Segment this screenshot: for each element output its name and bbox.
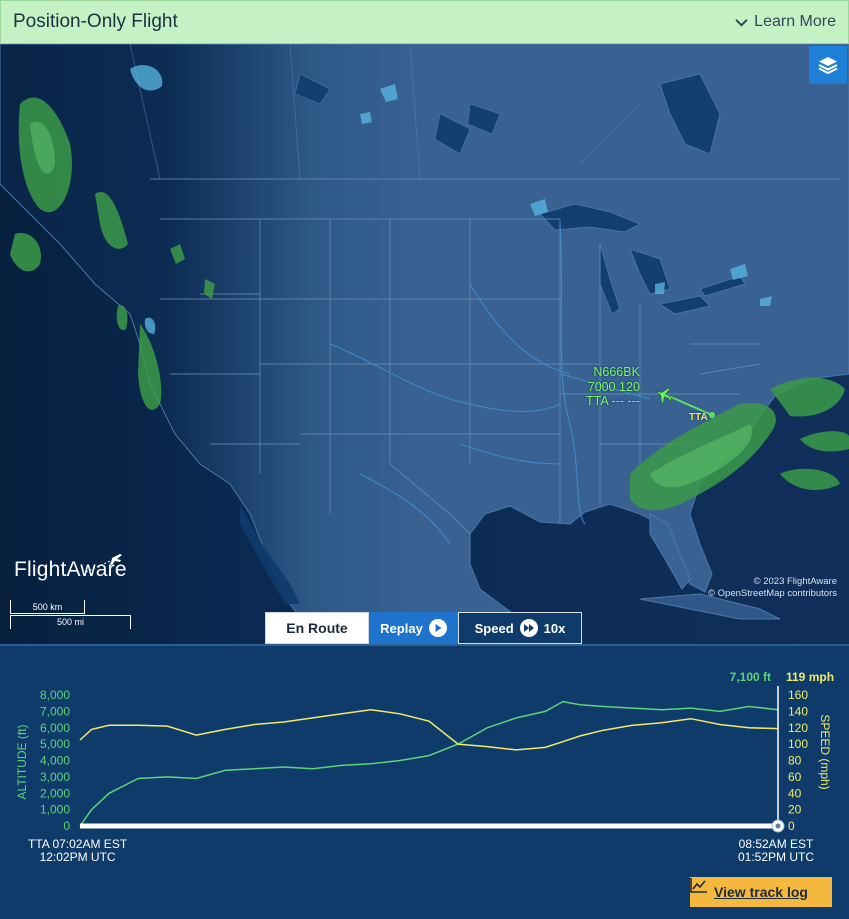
flight-altitude-speed: 7000 120: [587, 379, 640, 394]
scale-km: 500 km: [10, 600, 85, 614]
learn-more-link[interactable]: Learn More: [735, 13, 836, 31]
airport-label: TTA: [689, 412, 708, 423]
speed-axis-label: SPEED (mph): [818, 714, 832, 789]
start-time: TTA 07:02AM EST 12:02PM UTC: [28, 838, 127, 864]
speed-tick-label: 20: [788, 803, 802, 817]
speed-tick-label: 40: [788, 786, 802, 800]
chart-line-icon: [690, 878, 707, 893]
flightaware-logo-icon: [85, 554, 122, 573]
altitude-tick-label: 1,000: [40, 803, 70, 817]
play-icon: [428, 619, 447, 637]
altitude-tick-label: 4,000: [40, 754, 70, 768]
state-borders: [150, 178, 840, 535]
end-time-local: 08:52AM EST: [738, 837, 814, 851]
altitude-tick-label: 5,000: [40, 737, 70, 751]
rivers: [329, 223, 651, 545]
speed-series-line: [79, 708, 779, 751]
aircraft-icon: [655, 387, 675, 404]
end-time: 08:52AM EST 01:52PM UTC: [738, 838, 814, 864]
en-route-button[interactable]: En Route: [265, 612, 369, 644]
playback-controls: En Route Replay Speed 10x: [265, 612, 582, 644]
layers-icon: [818, 57, 838, 75]
flight-route: TTA --- ---: [586, 394, 640, 408]
speed-tick-label: 140: [788, 704, 808, 718]
replay-button[interactable]: Replay: [369, 612, 458, 644]
flight-header: Position-Only Flight Learn More: [0, 0, 849, 44]
map-canvas: [0, 44, 849, 644]
track-log-label: View track log: [714, 884, 808, 900]
current-speed: 119 mph: [786, 670, 834, 684]
speed-tick-label: 0: [788, 819, 795, 833]
view-track-log-button[interactable]: View track log: [690, 877, 832, 907]
map-scale: 500 km 500 mi: [10, 600, 140, 632]
altitude-speed-chart: ALTITUDE (ft) SPEED (mph) 7,100 ft 119 m…: [0, 644, 849, 919]
end-time-utc: 01:52PM UTC: [738, 850, 815, 864]
airport-marker: [709, 412, 715, 418]
altitude-tick-label: 0: [63, 819, 70, 833]
speed-tick-label: 60: [788, 770, 802, 784]
start-time-utc: 12:02PM UTC: [39, 850, 116, 864]
speed-tick-label: 120: [788, 721, 808, 735]
start-time-local: TTA 07:02AM EST: [28, 837, 128, 851]
flightaware-logo: FlightAware: [14, 558, 127, 581]
replay-label: Replay: [380, 620, 423, 636]
chevron-down-icon: [735, 18, 748, 27]
flight-label[interactable]: N666BK 7000 120 TTA --- ---: [586, 365, 640, 409]
scale-mi: 500 mi: [10, 615, 131, 629]
altitude-tick-label: 2,000: [40, 786, 70, 800]
altitude-tick-label: 7,000: [40, 704, 70, 718]
flight-map[interactable]: N666BK 7000 120 TTA --- --- TTA FlightAw…: [0, 44, 849, 644]
attribution-flightaware[interactable]: © 2023 FlightAware: [753, 576, 837, 587]
map-layers-button[interactable]: [809, 46, 847, 84]
altitude-series-line: [79, 700, 779, 827]
altitude-tick-label: 3,000: [40, 770, 70, 784]
chart-canvas: ALTITUDE (ft) SPEED (mph) 7,100 ft 119 m…: [15, 670, 834, 833]
current-altitude: 7,100 ft: [730, 670, 771, 684]
speed-button[interactable]: Speed 10x: [458, 612, 582, 644]
en-route-label: En Route: [286, 620, 348, 636]
speed-value: 10x: [543, 620, 566, 636]
altitude-tick-label: 6,000: [40, 721, 70, 735]
learn-more-label: Learn More: [754, 13, 836, 30]
map-attribution: © 2023 FlightAware © OpenStreetMap contr…: [708, 576, 837, 600]
altitude-axis-label: ALTITUDE (ft): [15, 724, 29, 799]
speed-label: Speed: [474, 620, 514, 636]
altitude-tick-label: 8,000: [40, 688, 70, 702]
page-title: Position-Only Flight: [13, 11, 178, 32]
attribution-osm[interactable]: © OpenStreetMap contributors: [708, 588, 837, 599]
fast-forward-icon: [519, 619, 538, 637]
speed-tick-label: 160: [788, 688, 808, 702]
speed-tick-label: 80: [788, 754, 802, 768]
speed-tick-label: 100: [788, 737, 808, 751]
flight-callsign: N666BK: [593, 365, 640, 379]
